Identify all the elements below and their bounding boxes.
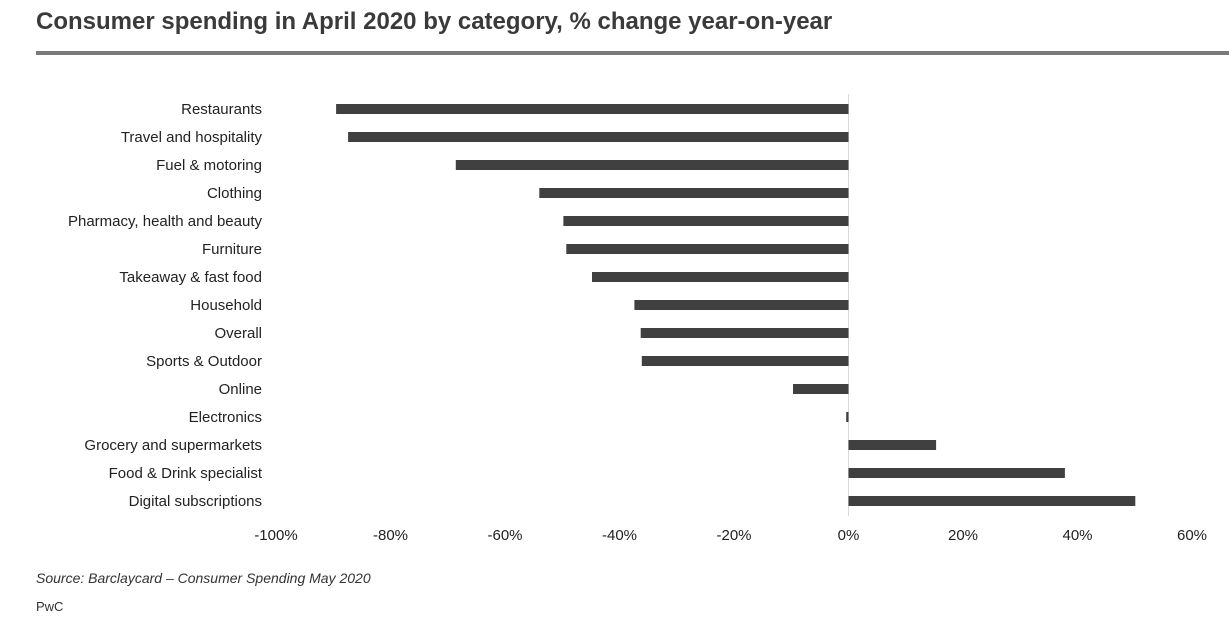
bar	[641, 356, 849, 366]
bar	[848, 496, 1136, 506]
category-label: Household	[190, 297, 262, 314]
source-note: Source: Barclaycard – Consumer Spending …	[36, 570, 371, 586]
x-tick-label: -40%	[602, 527, 637, 544]
bar	[336, 104, 849, 114]
chart-title: Consumer spending in April 2020 by categ…	[36, 8, 833, 35]
bar	[846, 412, 849, 422]
category-label: Electronics	[189, 409, 262, 426]
category-label: Travel and hospitality	[121, 129, 263, 146]
category-label: Grocery and supermarkets	[84, 437, 262, 454]
bar	[539, 188, 849, 198]
bar	[592, 272, 849, 282]
x-tick-label: 60%	[1177, 527, 1207, 544]
x-tick-label: 0%	[838, 527, 860, 544]
category-label: Clothing	[207, 185, 262, 202]
bar	[348, 132, 849, 142]
x-tick-label: -100%	[254, 527, 297, 544]
bar-chart: Restaurants Travel and hospitality Fuel & …	[68, 94, 1207, 544]
category-labels: Restaurants Travel and hospitality Fuel & …	[68, 101, 263, 510]
x-tick-label: 20%	[948, 527, 978, 544]
title-divider	[36, 51, 1229, 55]
bar	[848, 468, 1065, 478]
x-axis-tick-labels: -100% -80% -60% -40% -20% 0% 20% 40% 60%	[254, 527, 1207, 544]
bar	[563, 216, 849, 226]
category-label: Sports & Outdoor	[146, 353, 262, 370]
category-label: Digital subscriptions	[129, 493, 262, 510]
bar	[634, 300, 849, 310]
category-label: Online	[219, 381, 262, 398]
category-label: Overall	[214, 325, 262, 342]
bar	[455, 160, 849, 170]
x-tick-label: -60%	[487, 527, 522, 544]
brand-label: PwC	[36, 599, 64, 614]
bar	[848, 440, 937, 450]
category-label: Furniture	[202, 241, 262, 258]
category-label: Fuel & motoring	[156, 157, 262, 174]
x-tick-label: -20%	[716, 527, 751, 544]
bar-group	[336, 104, 1136, 506]
bar	[640, 328, 849, 338]
bar	[566, 244, 849, 254]
bar	[793, 384, 849, 394]
x-tick-label: 40%	[1062, 527, 1092, 544]
category-label: Restaurants	[181, 101, 262, 118]
x-tick-label: -80%	[373, 527, 408, 544]
category-label: Food & Drink specialist	[109, 465, 263, 482]
category-label: Pharmacy, health and beauty	[68, 213, 263, 230]
category-label: Takeaway & fast food	[119, 269, 262, 286]
